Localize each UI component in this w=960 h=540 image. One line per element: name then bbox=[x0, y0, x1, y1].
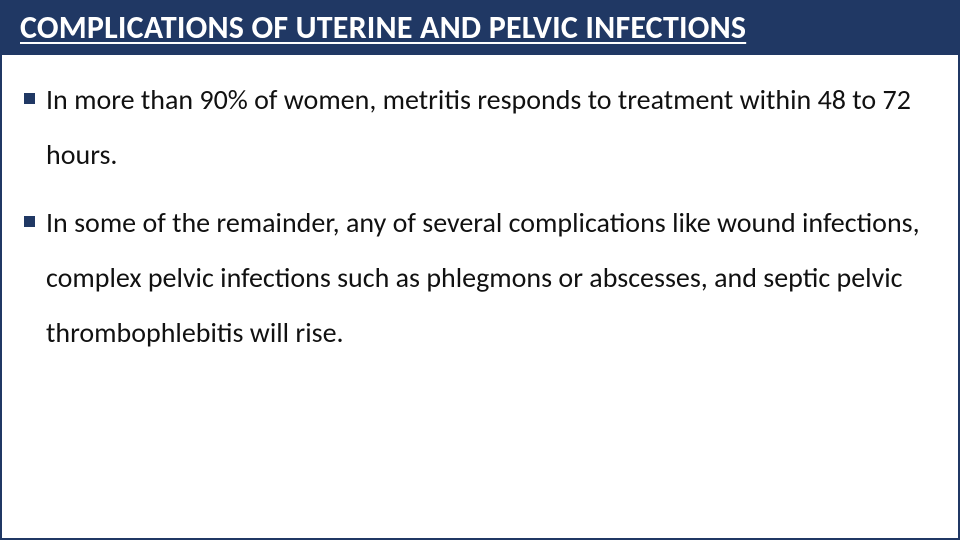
slide-container: COMPLICATIONS OF UTERINE AND PELVIC INFE… bbox=[0, 0, 960, 540]
bullet-item: In more than 90% of women, metritis resp… bbox=[24, 73, 936, 182]
slide-title: COMPLICATIONS OF UTERINE AND PELVIC INFE… bbox=[2, 2, 958, 55]
slide-body: In more than 90% of women, metritis resp… bbox=[2, 55, 958, 360]
bullet-item: In some of the remainder, any of several… bbox=[24, 196, 936, 360]
